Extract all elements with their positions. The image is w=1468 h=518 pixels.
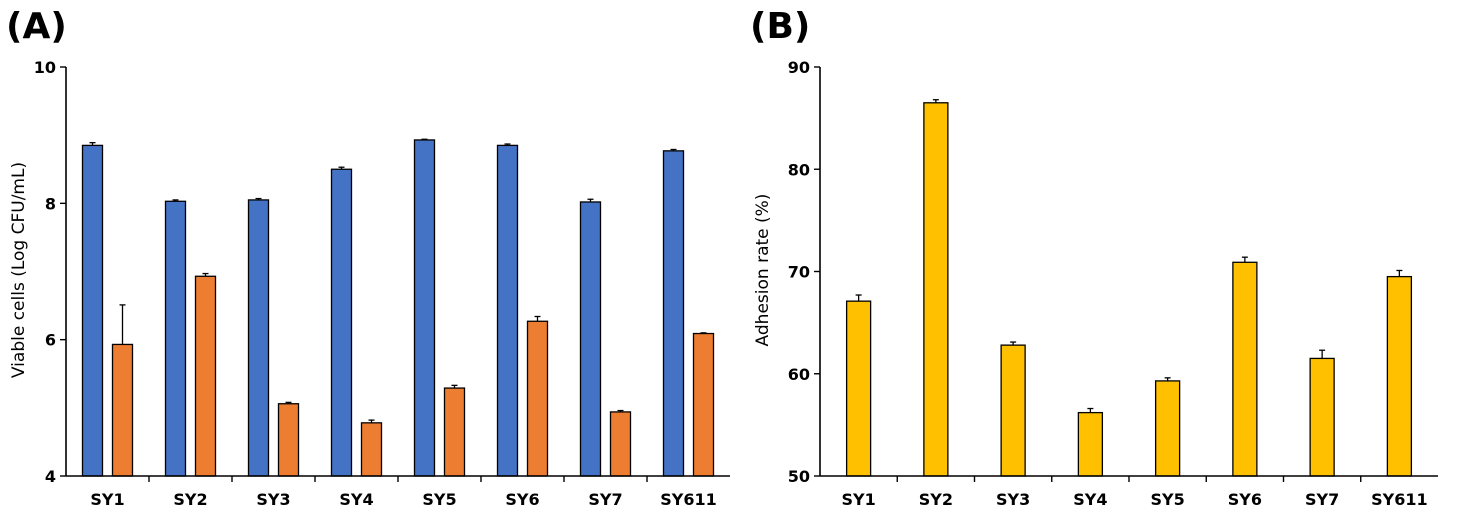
panel-b-y-tick-label: 50 <box>788 467 810 486</box>
bar-orange-sy7 <box>609 411 632 477</box>
panel-b-y-tick-label: 80 <box>788 160 810 179</box>
panel-a-bars <box>81 139 715 477</box>
panel-b-label: (B) <box>750 6 810 47</box>
bar-blue-sy2 <box>164 200 187 477</box>
panel-a-category-labels: SY1 SY2 SY3 SY4 SY5 SY6 SY7 SY611 <box>90 476 717 509</box>
category-label-sy3: SY3 <box>256 490 290 509</box>
panel-b-error-bars <box>855 99 1403 413</box>
bar-orange-sy5 <box>443 387 466 477</box>
category-label-sy4: SY4 <box>1073 490 1107 509</box>
panel-b-y-ticks: 50 60 70 80 90 <box>788 58 820 486</box>
category-label-sy7: SY7 <box>588 490 622 509</box>
bar-orange-sy4 <box>360 422 383 477</box>
panel-a-y-tick-label: 6 <box>45 331 56 350</box>
bar-adhesion-sy4 <box>1077 411 1104 477</box>
bar-adhesion-sy3 <box>1000 344 1026 477</box>
category-label-sy5: SY5 <box>422 490 456 509</box>
category-label-sy5: SY5 <box>1151 490 1185 509</box>
bar-adhesion-sy7 <box>1309 357 1335 477</box>
panel-b-y-tick-label: 60 <box>788 365 810 384</box>
bar-orange-sy1 <box>111 343 134 477</box>
panel-a-y-tick-label: 4 <box>45 467 56 486</box>
bar-blue-sy3 <box>247 199 270 477</box>
panel-b-y-tick-label: 70 <box>788 263 810 282</box>
category-label-sy7: SY7 <box>1305 490 1339 509</box>
bar-orange-sy2 <box>194 275 217 477</box>
bar-orange-sy611 <box>692 332 715 477</box>
category-label-sy1: SY1 <box>842 490 876 509</box>
bar-adhesion-sy2 <box>923 102 949 477</box>
panel-b-y-axis-title: Adhesion rate (%) <box>753 194 773 347</box>
panel-a-error-bars <box>89 138 707 423</box>
bar-orange-sy6 <box>526 320 549 477</box>
panel-a-y-tick-label: 8 <box>45 194 56 213</box>
bar-blue-sy5 <box>413 139 436 477</box>
panel-b-bars <box>845 102 1413 477</box>
category-label-sy611: SY611 <box>660 490 717 509</box>
category-label-sy611: SY611 <box>1371 490 1428 509</box>
panel-a-y-tick-label: 10 <box>34 58 56 77</box>
bar-adhesion-sy5 <box>1154 380 1181 477</box>
panel-a-label: (A) <box>6 6 67 47</box>
category-label-sy2: SY2 <box>919 490 953 509</box>
category-label-sy1: SY1 <box>90 490 124 509</box>
category-label-sy4: SY4 <box>339 490 373 509</box>
panel-a-y-ticks: 4 6 8 10 <box>34 58 66 486</box>
bar-adhesion-sy6 <box>1232 261 1258 477</box>
bar-blue-sy1 <box>81 144 104 477</box>
bar-blue-sy611 <box>662 150 685 477</box>
bar-orange-sy3 <box>277 403 300 477</box>
bar-blue-sy6 <box>496 144 519 477</box>
bar-adhesion-sy611 <box>1386 275 1413 477</box>
bar-adhesion-sy1 <box>845 300 872 477</box>
panel-b-category-labels: SY1 SY2 SY3 SY4 SY5 SY6 SY7 SY611 <box>842 476 1428 509</box>
bar-blue-sy7 <box>579 201 602 477</box>
category-label-sy6: SY6 <box>505 490 539 509</box>
panel-a-y-axis-title: Viable cells (Log CFU/mL) <box>9 162 29 378</box>
category-label-sy2: SY2 <box>173 490 207 509</box>
bar-blue-sy4 <box>330 168 353 477</box>
panel-b-y-tick-label: 90 <box>788 58 810 77</box>
category-label-sy6: SY6 <box>1228 490 1262 509</box>
category-label-sy3: SY3 <box>996 490 1030 509</box>
